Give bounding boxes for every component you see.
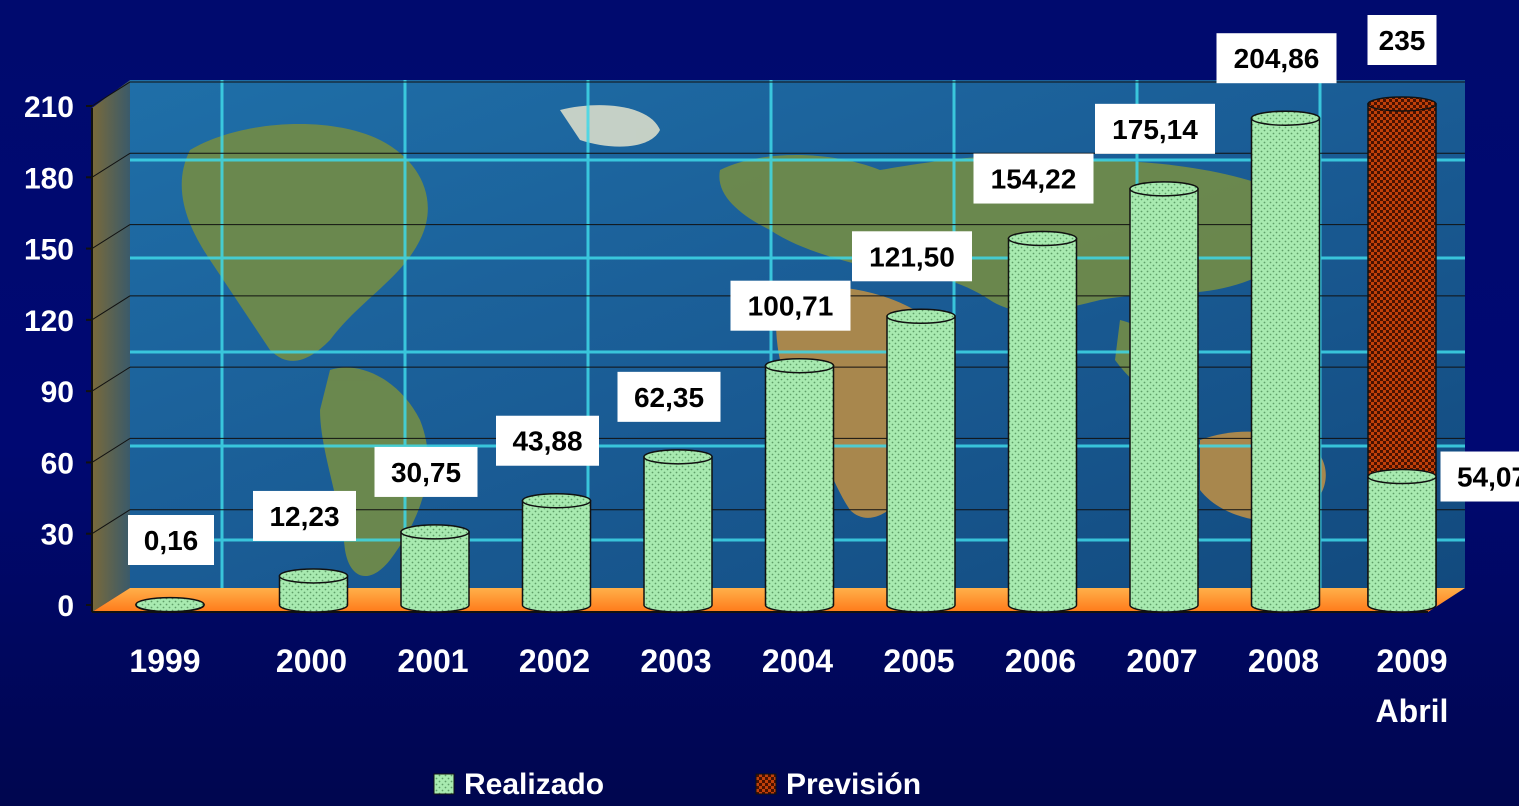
x-tick-label: 1999: [129, 643, 200, 679]
data-label-text: 175,14: [1112, 114, 1198, 145]
legend-swatch-prevision: [755, 773, 777, 795]
y-tick-label: 30: [41, 519, 74, 552]
data-label-realizado-2002: 43,88: [496, 415, 599, 466]
data-label-prevision-2009: 235: [1367, 15, 1437, 65]
x-tick-label: 2008: [1248, 643, 1319, 679]
data-label-realizado-1999: 0,16: [128, 515, 214, 565]
data-label-text: 62,35: [634, 382, 704, 413]
gridline-side: [91, 152, 131, 178]
bar-realizado-2008: [1250, 110, 1321, 613]
data-label-text: 12,23: [269, 501, 339, 532]
y-tick-label: 150: [24, 234, 74, 267]
y-tick-label: 60: [41, 447, 74, 480]
bar-realizado-2000: [278, 568, 349, 613]
x-tick-label: 2005: [883, 643, 954, 679]
data-label-text: 30,75: [391, 457, 461, 488]
data-label-realizado-2007: 175,14: [1095, 103, 1215, 154]
y-tick-label: 180: [24, 162, 74, 195]
bar-realizado-2007: [1129, 181, 1199, 613]
data-label-realizado-2005: 121,50: [852, 231, 972, 282]
x-tick-label: 2000: [276, 643, 347, 679]
legend-swatch-realizado: [433, 773, 455, 795]
bars: [135, 96, 1437, 613]
bar-realizado-2005: [886, 308, 956, 613]
y-tick-label: 210: [24, 91, 74, 124]
gridline-side: [91, 295, 131, 321]
data-label-realizado-2006: 154,22: [973, 153, 1094, 204]
data-label-realizado-2003: 62,35: [617, 371, 721, 422]
data-label-text: 204,86: [1234, 43, 1320, 74]
gridline-side: [91, 81, 131, 107]
x-tick-label: 2009: [1376, 643, 1447, 679]
bar-realizado-2004: [764, 357, 835, 613]
data-label-text: 235: [1379, 25, 1426, 56]
gridline-side: [91, 224, 131, 249]
bar-realizado-2006: [1007, 230, 1078, 613]
data-label-realizado-2000: 12,23: [253, 490, 356, 541]
data-label-text: 100,71: [748, 291, 834, 322]
x-tick-labels: 1999 2000 2001 2002 2003 2004 2005 2006 2007 2008…: [129, 643, 1448, 729]
x-tick-label: 2007: [1126, 643, 1197, 679]
y-tick-label: 90: [41, 376, 74, 409]
y-tick-labels: 0 30 60 90 120 150 180 210: [24, 91, 92, 623]
data-label-text: 0,16: [144, 525, 199, 556]
data-label-realizado-2009: 54,07: [1440, 451, 1519, 502]
legend-label-prevision: Previsión: [786, 768, 921, 801]
y-tick-label: 0: [57, 590, 74, 623]
bar-realizado-2009: [1367, 468, 1437, 613]
bar-realizado-2002: [521, 492, 592, 613]
x-tick-label: 2001: [397, 643, 468, 679]
bar-realizado-1999: [135, 596, 205, 613]
data-labels: 0,16 12,23 30,75 43,88 62,35 100,71 121,50 154,…: [128, 15, 1519, 565]
data-label-realizado-2001: 30,75: [374, 446, 478, 497]
x-tick-sublabel: Abril: [1376, 693, 1449, 729]
data-label-text: 154,22: [991, 164, 1077, 195]
data-label-realizado-2004: 100,71: [730, 280, 851, 331]
x-tick-label: 2004: [762, 643, 833, 679]
gridline-side: [91, 438, 131, 463]
data-label-text: 43,88: [512, 426, 582, 457]
data-label-realizado-2008: 204,86: [1216, 33, 1337, 84]
x-tick-label: 2006: [1005, 643, 1076, 679]
y-tick-label: 120: [24, 305, 74, 338]
gridline-side: [91, 366, 131, 392]
x-tick-label: 2002: [519, 643, 590, 679]
bar-realizado-2001: [400, 524, 470, 613]
data-label-text: 121,50: [869, 241, 955, 272]
data-label-text: 54,07: [1457, 462, 1519, 493]
bar-realizado-2003: [643, 449, 713, 613]
gridline-side: [91, 509, 131, 535]
x-tick-label: 2003: [640, 643, 711, 679]
legend-label-realizado: Realizado: [464, 768, 604, 801]
legend: Realizado Previsión: [433, 768, 921, 801]
